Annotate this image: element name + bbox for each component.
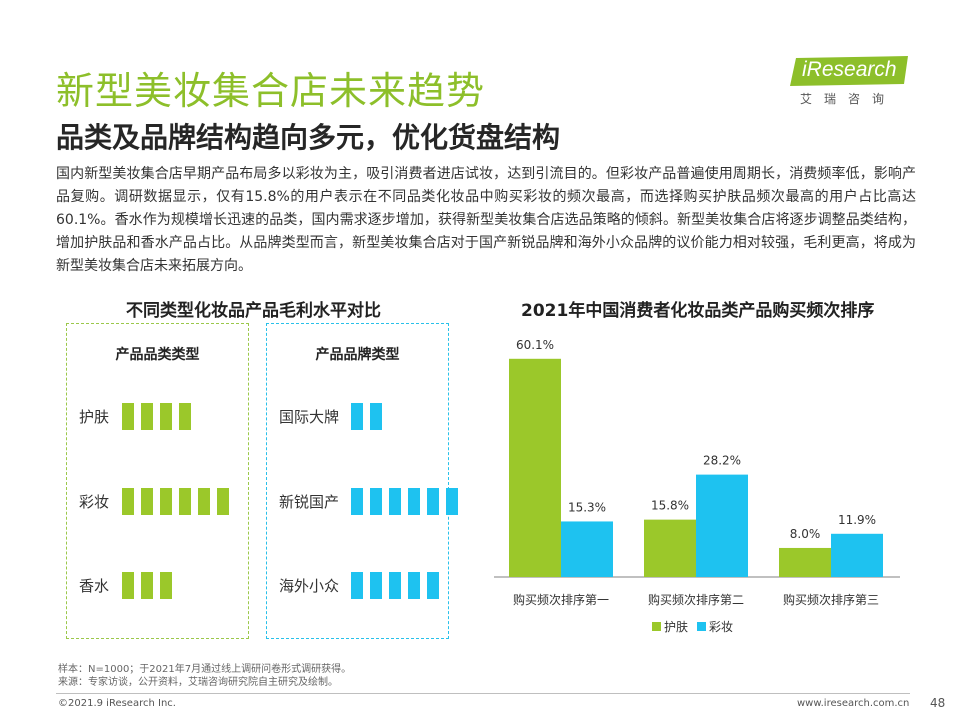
- bar-value-label: 15.3%: [568, 500, 606, 514]
- category-box-title: 产品品类类型: [115, 347, 200, 363]
- x-tick-label: 购买频次排序第一: [513, 592, 609, 607]
- margin-level-block: [370, 402, 382, 430]
- margin-row-makeup: 彩妆: [79, 486, 229, 516]
- margin-level-block: [408, 571, 420, 599]
- margin-level-block: [427, 487, 439, 515]
- margin-row-skincare: 护肤: [79, 401, 191, 431]
- margin-level-block: [160, 487, 172, 515]
- margin-level-block: [389, 487, 401, 515]
- margin-level-block: [122, 402, 134, 430]
- bar-value-label: 60.1%: [516, 338, 554, 352]
- bar-skincare: [644, 519, 696, 577]
- margin-row-label: 香水: [79, 576, 110, 595]
- legend-label: 彩妆: [709, 620, 733, 634]
- margin-level-block: [370, 487, 382, 515]
- margin-level-block: [427, 571, 439, 599]
- copyright-text: ©2021.9 iResearch Inc.: [58, 698, 176, 709]
- margin-level-block: [217, 487, 229, 515]
- margin-comparison-title: 不同类型化妆品产品毛利水平对比: [126, 301, 381, 321]
- footer-divider: [56, 693, 910, 694]
- margin-level-blocks: [351, 487, 458, 515]
- margin-level-blocks: [351, 402, 382, 430]
- margin-row-label: 海外小众: [279, 576, 340, 595]
- page-title: 新型美妆集合店未来趋势: [56, 69, 486, 113]
- margin-row-label: 彩妆: [79, 492, 110, 511]
- sample-footnote: 样本：N=1000；于2021年7月通过线上调研问卷形式调研获得。: [58, 664, 352, 675]
- bar-makeup: [561, 521, 613, 577]
- legend-label: 护肤: [664, 619, 688, 634]
- margin-level-block: [198, 487, 210, 515]
- margin-row-overseas-niche: 海外小众: [279, 570, 439, 600]
- margin-level-block: [122, 571, 134, 599]
- bar-value-label: 11.9%: [838, 513, 876, 527]
- margin-level-block: [179, 402, 191, 430]
- brand-margin-box: 产品品牌类型 国际大牌 新锐国产 海外小众: [266, 323, 458, 639]
- margin-row-label: 新锐国产: [279, 492, 340, 511]
- margin-level-block: [351, 571, 363, 599]
- margin-level-block: [160, 571, 172, 599]
- intro-paragraph: 国内新型美妆集合店早期产品布局多以彩妆为主，吸引消费者进店试妆，达到引流目的。但…: [56, 166, 916, 274]
- margin-level-block: [370, 571, 382, 599]
- page-number: 48: [930, 696, 946, 710]
- margin-level-block: [141, 571, 153, 599]
- margin-row-perfume: 香水: [79, 570, 172, 600]
- margin-row-label: 国际大牌: [279, 407, 340, 426]
- bar-value-label: 15.8%: [651, 499, 689, 513]
- margin-level-block: [179, 487, 191, 515]
- margin-row-intl-brand: 国际大牌: [279, 401, 382, 431]
- logo-banner-shape: [790, 56, 908, 86]
- margin-level-block: [351, 487, 363, 515]
- margin-row-domestic-emerging: 新锐国产: [279, 486, 458, 516]
- logo-brand-text: iResearch: [802, 58, 897, 81]
- website-link[interactable]: www.iresearch.com.cn: [797, 698, 910, 709]
- x-tick-label: 购买频次排序第三: [783, 592, 879, 607]
- margin-level-block: [160, 402, 172, 430]
- bar-value-label: 28.2%: [703, 454, 741, 468]
- source-footnote: 来源：专家访谈，公开资料，艾瑞咨询研究院自主研究及绘制。: [58, 677, 338, 688]
- margin-level-block: [389, 571, 401, 599]
- margin-level-block: [141, 402, 153, 430]
- iresearch-logo: iResearch 艾瑞咨询: [790, 56, 910, 106]
- legend-swatch: [697, 622, 706, 631]
- logo-brand-cn: 艾瑞咨询: [800, 92, 897, 106]
- purchase-frequency-chart: 60.1% 15.8% 8.0% 15.3% 28.2% 11.9% 购买频次排序第一 购买频…: [494, 338, 900, 634]
- bar-skincare: [779, 547, 831, 577]
- margin-level-block: [351, 402, 363, 430]
- page-subtitle: 品类及品牌结构趋向多元，优化货盘结构: [56, 121, 561, 154]
- category-margin-box: 产品品类类型 护肤 彩妆 香水: [66, 323, 249, 639]
- margin-level-blocks: [122, 402, 191, 430]
- margin-level-block: [122, 487, 134, 515]
- brand-box-title: 产品品牌类型: [315, 347, 400, 363]
- x-tick-label: 购买频次排序第二: [648, 592, 744, 607]
- chart-title: 2021年中国消费者化妆品类产品购买频次排序: [521, 301, 875, 321]
- margin-level-blocks: [122, 571, 172, 599]
- bar-skincare: [509, 358, 561, 577]
- margin-level-blocks: [122, 487, 229, 515]
- bar-makeup: [831, 533, 883, 577]
- bar-makeup: [696, 474, 748, 577]
- margin-level-block: [408, 487, 420, 515]
- margin-level-block: [446, 487, 458, 515]
- legend-swatch: [652, 622, 661, 631]
- bar-value-label: 8.0%: [790, 527, 821, 541]
- margin-row-label: 护肤: [79, 407, 110, 426]
- margin-level-blocks: [351, 571, 439, 599]
- margin-level-block: [141, 487, 153, 515]
